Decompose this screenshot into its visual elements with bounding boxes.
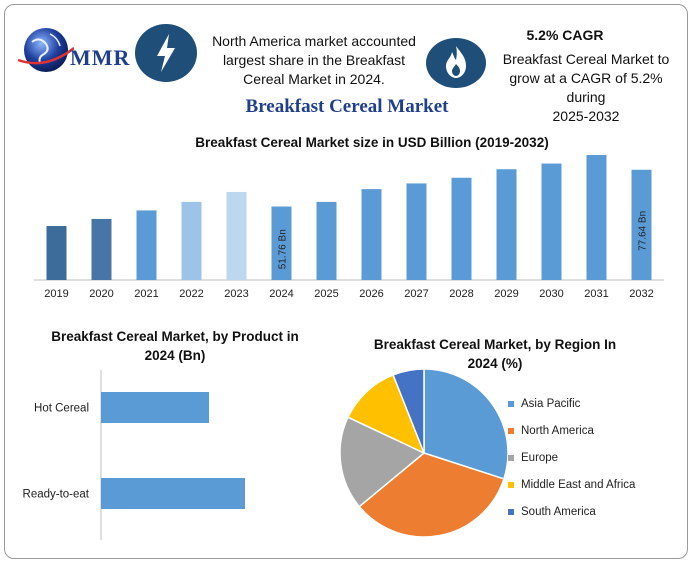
pie-slice-south-america: [392, 368, 425, 454]
market-size-chart-title: Breakfast Cereal Market size in USD Bill…: [195, 135, 549, 150]
pie-slice-north-america: [358, 452, 505, 538]
tick-label-2026: 2026: [359, 288, 383, 300]
legend-swatch: [508, 427, 514, 434]
product-title-line-1: Breakfast Cereal Market, by Product in: [51, 329, 299, 344]
pie-slice-asia-pacific: [423, 368, 509, 480]
info1-line-3: Cereal Market in 2024.: [243, 71, 385, 87]
legend-label: North America: [521, 424, 594, 437]
tick-label-2021: 2021: [134, 288, 158, 300]
info2-line-1: Breakfast Cereal Market to: [502, 51, 670, 67]
bar-2025: [316, 201, 337, 280]
tick-label-2030: 2030: [539, 288, 563, 300]
legend-label: Europe: [521, 451, 559, 464]
product-bar-chart: Hot Cereal Ready-to-eat: [23, 370, 245, 540]
main-title: Breakfast Cereal Market: [245, 96, 449, 117]
region-title-line-1: Breakfast Cereal Market, by Region In: [373, 337, 617, 352]
legend-item-north-america: North America: [508, 417, 635, 444]
infographic-frame: [4, 4, 688, 559]
legend-item-asia-pacific: Asia Pacific: [508, 390, 635, 417]
bar-2022: [181, 201, 202, 280]
category-label-0: Hot Cereal: [34, 403, 89, 415]
info1-line-1: North America market accounted: [212, 33, 416, 49]
region-chart-title: Breakfast Cereal Market, by Region In 20…: [340, 335, 650, 373]
region-legend: Asia Pacific North America Europe Middle Ea…: [508, 390, 635, 525]
hbar-hot-cereal: [101, 392, 209, 423]
info2-line-3: 2025-2032: [552, 108, 620, 124]
lightning-badge: [135, 24, 197, 82]
tick-label-2029: 2029: [494, 288, 518, 300]
logo-text: MMR: [70, 45, 131, 70]
lightning-icon: [157, 34, 175, 72]
tick-label-2023: 2023: [224, 288, 248, 300]
bar-2032: [631, 169, 652, 280]
legend-item-europe: Europe: [508, 444, 635, 471]
legend-label: Asia Pacific: [521, 397, 581, 410]
bar-2028: [451, 177, 472, 280]
tick-label-2028: 2028: [449, 288, 473, 300]
market-size-bar-chart: 2019 2020 2021 2022 2023 2024 51.76 Bn 2025 2026…: [34, 155, 664, 300]
bar-2029: [496, 169, 517, 280]
info2-line-2: grow at a CAGR of 5.2% during: [509, 70, 663, 105]
bar-2020: [91, 218, 112, 280]
legend-item-middle-east-and-africa: Middle East and Africa: [508, 471, 635, 498]
region-title-line-2: 2024 (%): [467, 356, 523, 371]
data-label-2032: 77.64 Bn: [638, 211, 649, 251]
legend-swatch: [508, 481, 514, 488]
data-label-2024: 51.76 Bn: [278, 229, 289, 269]
tick-label-2031: 2031: [584, 288, 608, 300]
legend-item-south-america: South America: [508, 498, 635, 525]
product-chart-title: Breakfast Cereal Market, by Product in 2…: [30, 327, 320, 365]
tick-label-2032: 2032: [629, 288, 653, 300]
legend-swatch: [508, 400, 514, 407]
tick-label-2024: 2024: [269, 288, 293, 300]
bar-2030: [541, 163, 562, 280]
tick-label-2027: 2027: [404, 288, 428, 300]
flame-icon: [446, 46, 466, 78]
legend-swatch: [508, 508, 514, 515]
bar-2021: [136, 210, 157, 280]
info-north-america: North America market accounted largest s…: [204, 32, 424, 89]
legend-swatch: [508, 454, 514, 461]
tick-label-2019: 2019: [44, 288, 68, 300]
bar-2031: [586, 155, 607, 280]
info1-line-2: largest share in the Breakfast: [222, 52, 406, 68]
legend-label: Middle East and Africa: [521, 478, 636, 491]
bar-2026: [361, 189, 382, 280]
flame-badge: [426, 38, 486, 88]
bar-2024: [271, 206, 292, 280]
cagr-title: 5.2% CAGR: [526, 27, 604, 43]
legend-label: South America: [521, 505, 596, 518]
region-pie-chart: [339, 368, 509, 538]
info-cagr: Breakfast Cereal Market to grow at a CAG…: [488, 50, 684, 126]
tick-label-2022: 2022: [179, 288, 203, 300]
hbar-ready-to-eat: [101, 478, 245, 509]
bar-2019: [46, 226, 67, 280]
bar-2023: [226, 191, 247, 280]
pie-slice-europe: [339, 416, 426, 508]
tick-label-2020: 2020: [89, 288, 113, 300]
category-label-1: Ready-to-eat: [23, 489, 90, 501]
tick-label-2025: 2025: [314, 288, 338, 300]
bar-2027: [406, 183, 427, 280]
product-title-line-2: 2024 (Bn): [144, 348, 206, 363]
globe-icon: [17, 28, 74, 72]
pie-slice-middle-east-and-africa: [346, 373, 426, 455]
